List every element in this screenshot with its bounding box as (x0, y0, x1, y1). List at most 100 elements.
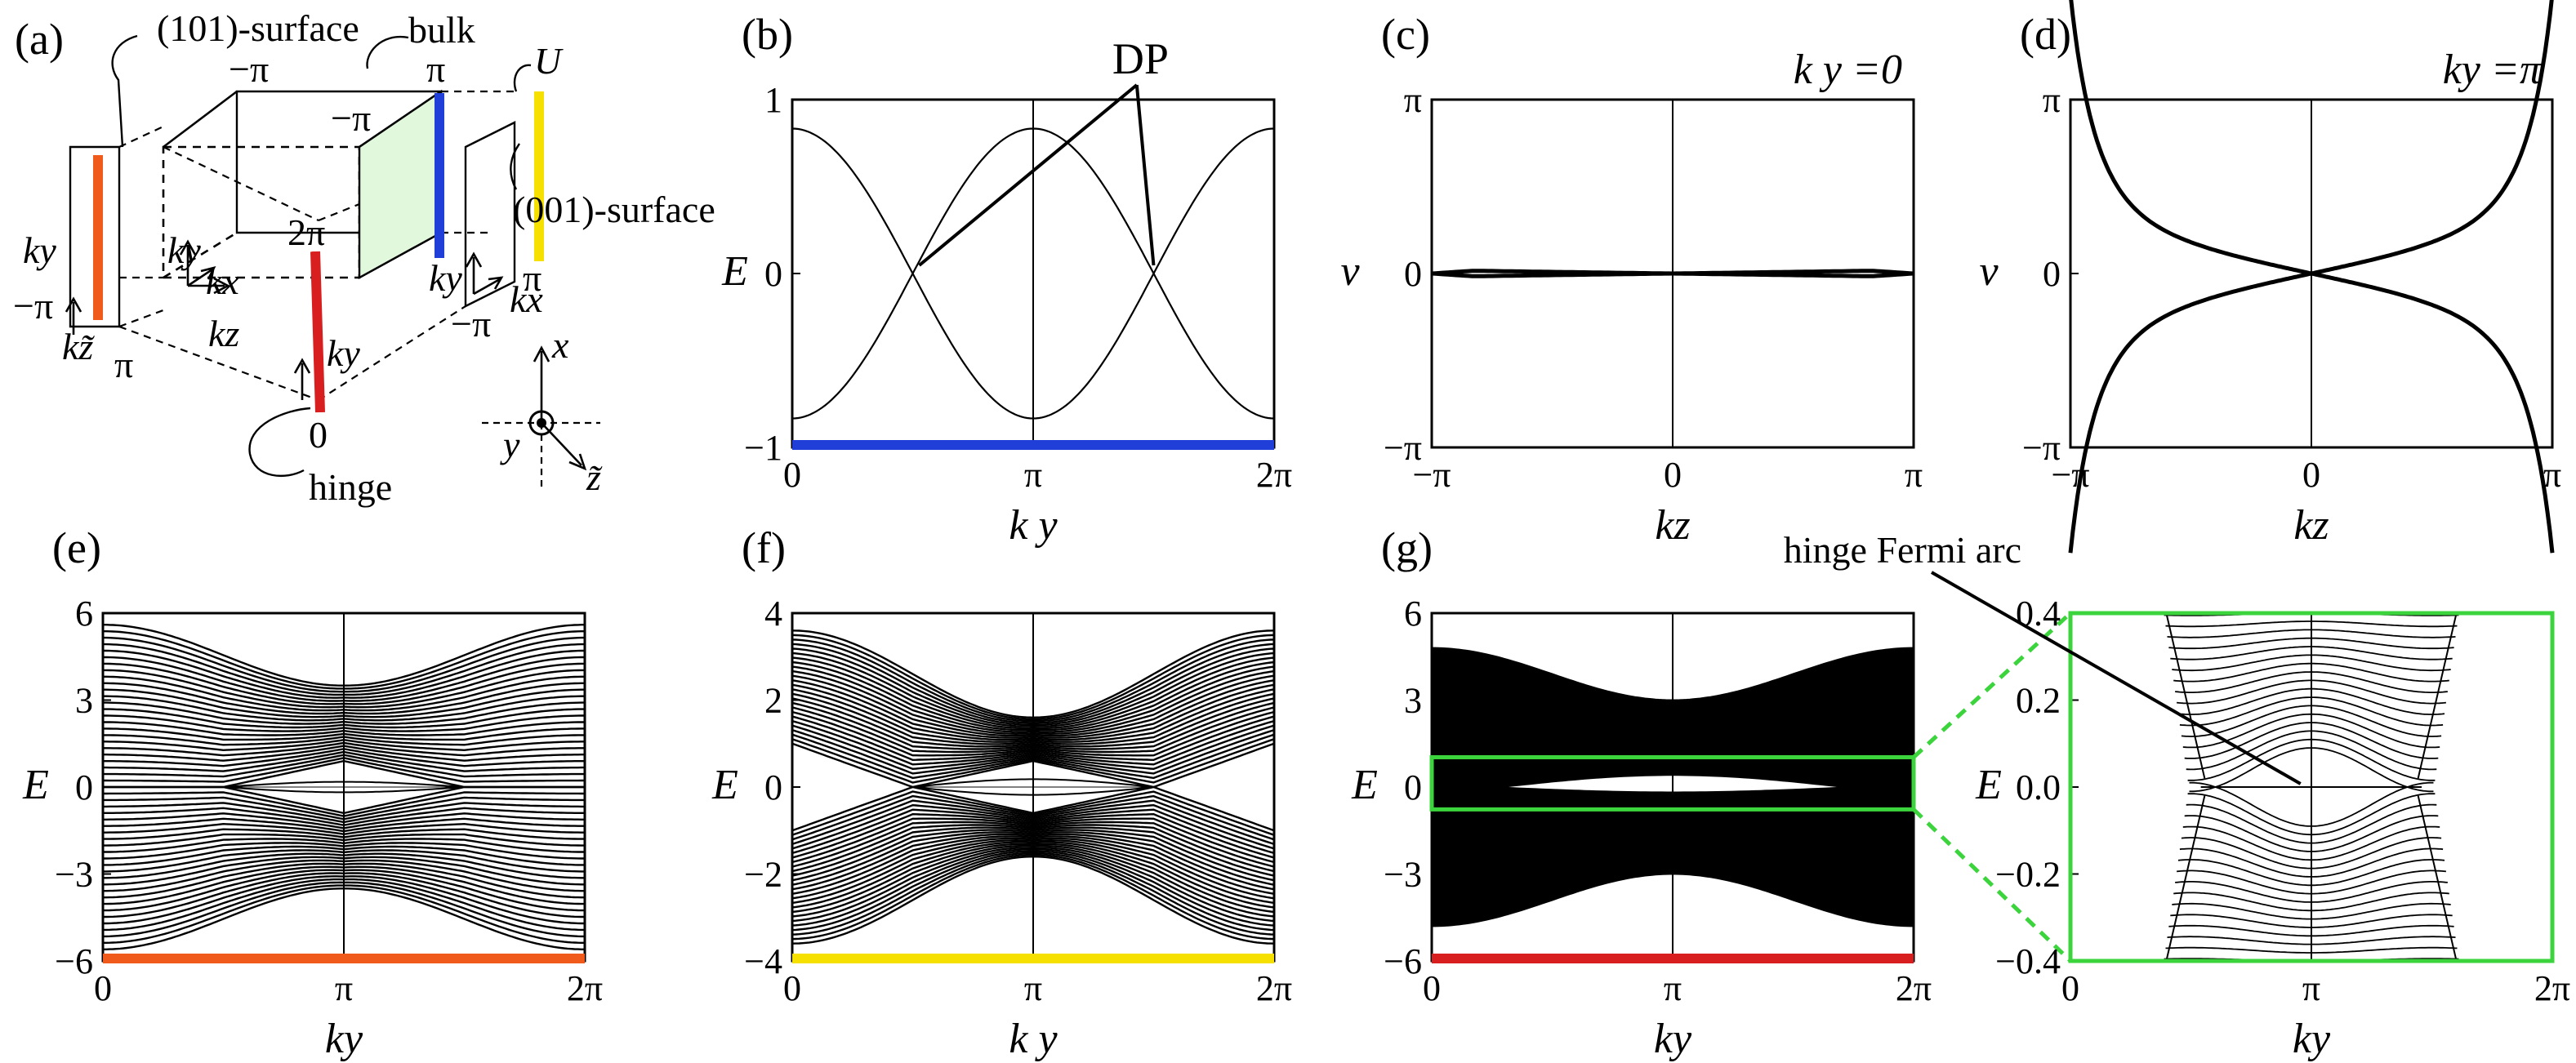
y-axis-label: ν (1340, 248, 1360, 295)
y-tick-label: −6 (55, 941, 93, 981)
label-kx-a: kx (206, 260, 239, 302)
y-tick-label: 0 (1404, 767, 1422, 807)
label-ky-c: ky (429, 257, 462, 299)
x-tick-label: 0 (94, 968, 112, 1008)
y-axis-label: E (721, 248, 748, 295)
x-axis-label: k y (1009, 502, 1058, 549)
x-axis-label: kz (2293, 502, 2329, 549)
y-tick-label: 0.0 (2016, 767, 2061, 807)
y-tick-label: 3 (1404, 681, 1422, 721)
label-pi-bottom: π (114, 344, 133, 385)
y-axis-label: ν (1979, 248, 1999, 295)
y-axis-dot (528, 410, 555, 436)
y-tick-label: 2 (764, 681, 782, 721)
y-tick-label: −0.2 (1995, 855, 2061, 895)
label-two-pi: 2π (287, 211, 325, 253)
y-axis-label: E (1351, 762, 1378, 808)
chart-g: 0 π 2π −6 −3 0 3 6 ky E (g) (1351, 523, 2072, 1062)
y-tick-label: π (1404, 80, 1422, 120)
panel-title-c: k y =0 (1794, 47, 1902, 93)
x-tick-label: π (335, 968, 353, 1008)
x-tick-label: π (1024, 455, 1042, 495)
y-tick-label: 0 (2043, 254, 2061, 294)
y-tick-label: 0 (75, 767, 93, 807)
y-tick-label: −3 (1384, 855, 1422, 895)
y-tick-label: 1 (764, 80, 782, 120)
y-tick-label: 0 (764, 767, 782, 807)
label-minus-pi-mid: −π (331, 97, 371, 139)
panel-label-d: (d) (2020, 10, 2071, 59)
x-tick-label: π (2302, 968, 2320, 1008)
y-tick-label: 3 (75, 681, 93, 721)
panel-label-f: (f) (742, 523, 786, 572)
label-minus-pi-left: −π (13, 285, 53, 327)
x-axis-label: ky (1654, 1016, 1692, 1062)
y-tick-label: π (2043, 80, 2061, 120)
x-tick-label: 0 (2061, 968, 2079, 1008)
label-kx-c: kx (510, 278, 543, 320)
dp-label: DP (1112, 34, 1169, 83)
y-tick-label: 6 (75, 594, 93, 634)
y-tick-label: −4 (744, 941, 782, 981)
y-axis-label: E (711, 762, 738, 808)
chart-f: 0 π 2π −4 −2 0 2 4 k y E (f) (711, 523, 1292, 1062)
zoom-connector-bottom (1912, 807, 2072, 963)
hinge-line (310, 251, 325, 413)
panel-label-g: (g) (1381, 523, 1433, 572)
x-tick-label: −π (1412, 455, 1451, 495)
y-tick-label: −1 (744, 428, 782, 468)
zoom-window-box (1429, 754, 1916, 812)
x-tick-label: −π (2051, 455, 2089, 495)
hinge-fermi-arc-label: hinge Fermi arc (1784, 529, 2021, 571)
y-tick-label: −0.4 (1995, 941, 2061, 981)
x-tick-label: π (1905, 455, 1923, 495)
y-tick-label: −π (1384, 428, 1422, 468)
label-ky-left: ky (23, 229, 56, 271)
y-tick-label: 6 (1404, 594, 1422, 634)
label-axis-z: z̃ (586, 456, 603, 498)
label-pi-right: π (523, 257, 541, 299)
panel-label-c: (c) (1381, 10, 1430, 59)
y-tick-label: −π (2022, 428, 2061, 468)
label-u: U (534, 40, 564, 82)
y-axis-label: E (22, 762, 49, 808)
label-kz-a: kz (208, 313, 239, 354)
y-tick-label: −2 (744, 855, 782, 895)
y-tick-label: 0.2 (2016, 681, 2061, 721)
hinge-arc-pointer (1931, 571, 2302, 785)
label-101-surface: (101)-surface (157, 7, 359, 49)
zoom-band-wall (2165, 612, 2206, 779)
y-tick-label: −6 (1384, 941, 1422, 981)
y-axis-label: E (1975, 762, 2002, 808)
x-tick-label: 0 (783, 968, 801, 1008)
x-tick-label: 0 (783, 455, 801, 495)
label-zero: 0 (309, 414, 328, 456)
chart-c: −π 0 π −π 0 π kz ν (c) k y =0 (1340, 10, 1923, 549)
label-pi-top: π (426, 48, 445, 90)
x-axis-label: ky (325, 1016, 363, 1062)
x-tick-label: π (1024, 968, 1042, 1008)
label-minus-pi-top: −π (229, 48, 269, 90)
x-tick-label: 2π (1256, 968, 1292, 1008)
label-hinge: hinge (309, 466, 392, 508)
surface-001-slab (464, 121, 516, 308)
zoom-band-wall (2165, 795, 2206, 962)
y-tick-label: 4 (764, 594, 782, 634)
label-minus-pi-right: −π (451, 303, 491, 345)
zoom-box-frame (2068, 611, 2555, 963)
x-tick-label: 2π (2534, 968, 2570, 1008)
x-tick-label: 2π (567, 968, 603, 1008)
x-tick-label: 2π (1896, 968, 1932, 1008)
chart-e: 0 π 2π −6 −3 0 3 6 ky E (e) (22, 523, 603, 1062)
label-001-surface: (001)-surface (513, 189, 715, 230)
schematic-panel-a: (a) (13, 7, 715, 508)
label-axis-x: x (551, 324, 569, 366)
panel-label-e: (e) (52, 523, 101, 572)
chart-d: −π 0 π −π 0 π kz ν (d) ky =π (1979, 0, 2561, 554)
y-tick-label: 0.4 (2016, 594, 2061, 634)
x-tick-label: 0 (1664, 455, 1682, 495)
panel-title-d: ky =π (2443, 47, 2543, 93)
x-tick-label: π (1664, 968, 1682, 1008)
